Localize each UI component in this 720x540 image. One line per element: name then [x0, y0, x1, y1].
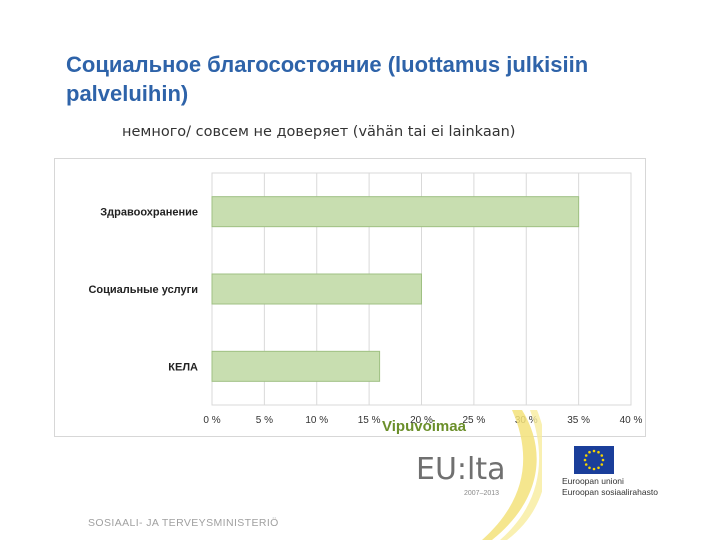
- flag-star-icon: [588, 450, 591, 454]
- x-tick-label: 0 %: [203, 415, 220, 426]
- x-tick-label: 15 %: [358, 415, 381, 426]
- flag-star-icon: [600, 463, 604, 466]
- category-label: Социальные услуги: [88, 284, 198, 296]
- vipuvoimaa-logo: Vipuvoimaa EU:lta 2007–2013: [372, 410, 542, 540]
- ministry-footer: SOSIAALI- JA TERVEYSMINISTERIÖ: [88, 517, 279, 529]
- flag-star-icon: [592, 449, 596, 453]
- vipuvoimaa-swoosh-icon: [482, 410, 542, 540]
- x-tick-label: 35 %: [567, 415, 590, 426]
- category-label: Здравоохранение: [100, 207, 198, 219]
- vipuvoimaa-text: Vipuvoimaa: [382, 418, 466, 435]
- flag-star-icon: [592, 467, 596, 471]
- flag-star-icon: [601, 458, 605, 462]
- eu-fund-label: Euroopan sosiaalirahasto: [562, 487, 658, 497]
- eu-flag-icon: [574, 446, 614, 474]
- flag-star-icon: [583, 458, 587, 462]
- bar-chart: 0 %5 %10 %15 %20 %25 %30 %35 %40 %Здраво…: [88, 172, 643, 426]
- x-tick-label: 40 %: [620, 415, 643, 426]
- chart-frame: 0 %5 %10 %15 %20 %25 %30 %35 %40 %Здраво…: [54, 158, 646, 437]
- bar: [211, 350, 381, 382]
- eu-lta-text: EU:lta: [416, 452, 506, 487]
- x-tick-label: 20 %: [410, 415, 433, 426]
- bar: [211, 273, 422, 305]
- slide-title: Социальное благосостояние (luottamus jul…: [66, 52, 589, 106]
- flag-star-icon: [597, 450, 600, 454]
- eu-union-label: Euroopan unioni: [562, 476, 624, 486]
- flag-star-icon: [597, 466, 600, 470]
- x-tick-label: 25 %: [462, 415, 485, 426]
- x-tick-label: 5 %: [256, 415, 273, 426]
- bar: [211, 196, 580, 228]
- flag-star-icon: [584, 454, 588, 457]
- category-label: КЕЛА: [168, 361, 198, 373]
- flag-star-icon: [584, 463, 588, 466]
- years-text: 2007–2013: [464, 490, 500, 497]
- x-tick-label: 10 %: [305, 415, 328, 426]
- slide-subtitle: немного/ совсем не доверяет (vähän tai e…: [122, 124, 516, 140]
- flag-star-icon: [600, 454, 604, 457]
- flag-star-icon: [588, 466, 591, 470]
